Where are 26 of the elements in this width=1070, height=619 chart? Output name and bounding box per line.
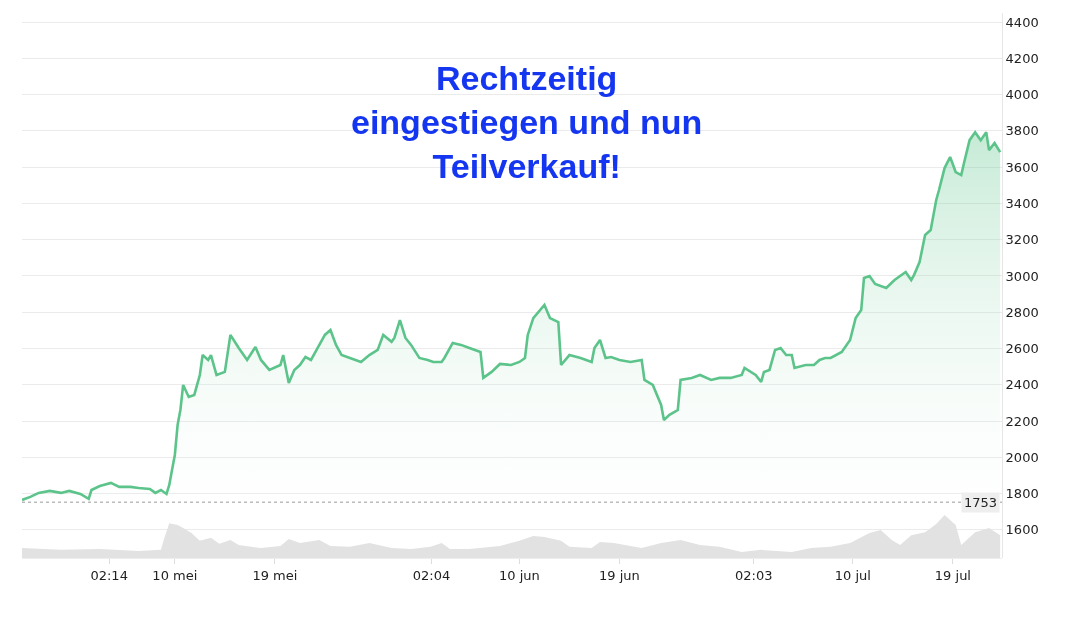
y-tick-label: 4000 xyxy=(1005,87,1039,103)
x-tick-label: 19 jul xyxy=(934,567,971,583)
x-tick-label: 10 mei xyxy=(152,567,198,583)
y-tick-label: 3000 xyxy=(1005,268,1039,284)
x-tick-label: 19 mei xyxy=(252,567,298,583)
y-tick-label: 2800 xyxy=(1005,304,1039,320)
x-tick-label: 10 jul xyxy=(834,567,871,583)
y-tick-label: 2000 xyxy=(1005,449,1039,465)
x-tick-label: 02:03 xyxy=(735,567,773,583)
y-tick-label: 1800 xyxy=(1005,486,1039,502)
x-tick-label: 02:14 xyxy=(90,567,128,583)
y-tick-label: 2400 xyxy=(1005,377,1039,393)
ref-line-label: 1753 xyxy=(964,495,998,510)
y-tick-label: 3200 xyxy=(1005,232,1039,248)
text: Rechtzeitig eingestiegen und nun Teilverkauf! xyxy=(351,59,703,186)
y-tick-label: 4200 xyxy=(1005,50,1039,66)
y-tick-label: 3800 xyxy=(1005,123,1039,139)
y-tick-label: 3400 xyxy=(1005,195,1039,211)
x-tick-label: 02:04 xyxy=(412,567,451,583)
y-tick-label: 4400 xyxy=(1005,14,1039,30)
y-tick-label: 3600 xyxy=(1005,159,1039,175)
y-tick-label: 2200 xyxy=(1005,413,1039,429)
y-tick-label: 2600 xyxy=(1005,341,1039,357)
x-tick-label: 10 jun xyxy=(499,567,540,583)
y-tick-label: 1600 xyxy=(1005,522,1039,538)
x-tick-label: 19 jun xyxy=(599,567,640,583)
